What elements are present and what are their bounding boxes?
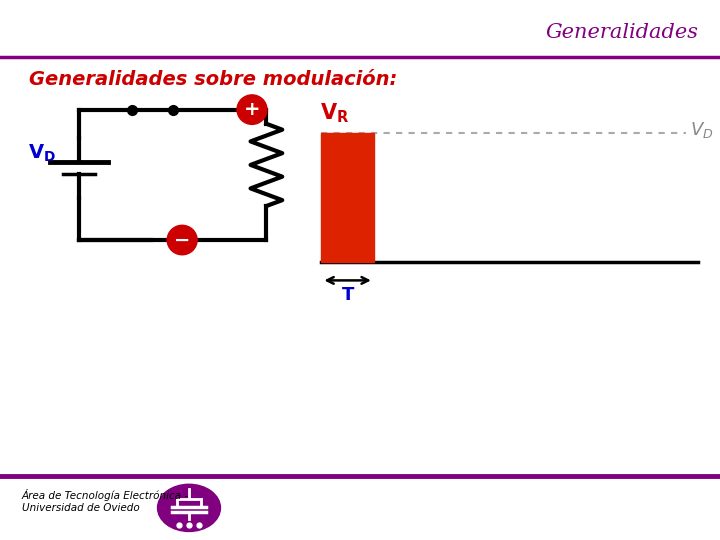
Circle shape — [158, 484, 220, 531]
Circle shape — [237, 95, 267, 124]
Text: +: + — [244, 100, 260, 119]
Text: Generalidades sobre modulación:: Generalidades sobre modulación: — [29, 70, 397, 90]
Bar — [330, 133, 374, 262]
Text: Área de Tecnología Electrónica -
Universidad de Oviedo: Área de Tecnología Electrónica - Univers… — [22, 489, 189, 513]
Text: $\mathbf{V_D}$: $\mathbf{V_D}$ — [28, 143, 55, 164]
Circle shape — [167, 225, 197, 255]
Bar — [322, 133, 330, 262]
Text: −: − — [174, 231, 190, 249]
Text: Generalidades: Generalidades — [546, 23, 698, 42]
Text: $V_D$: $V_D$ — [690, 120, 714, 140]
Text: $\mathbf{V_R}$: $\mathbf{V_R}$ — [320, 101, 349, 125]
Text: T: T — [341, 287, 354, 305]
